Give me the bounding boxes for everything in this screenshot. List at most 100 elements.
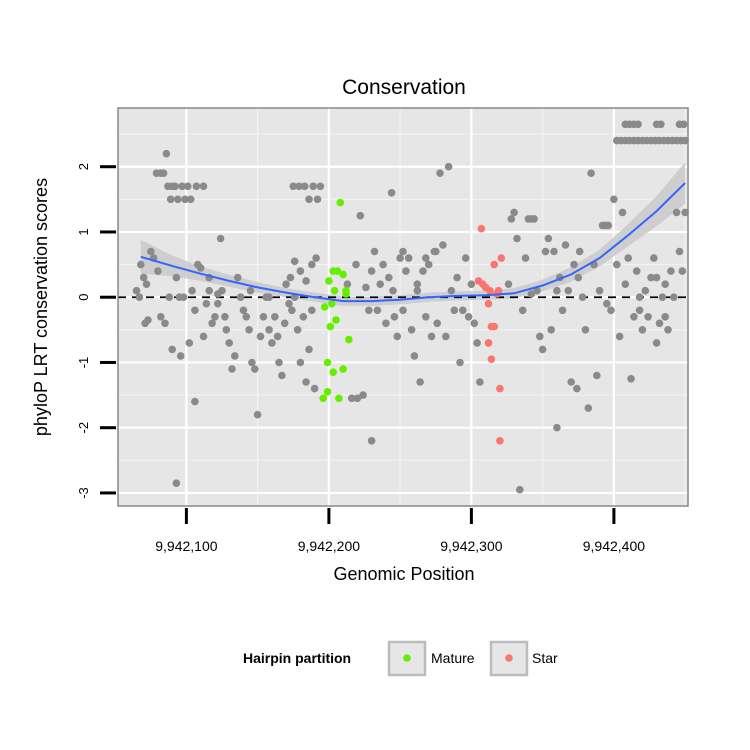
- point-other-148: [530, 215, 538, 223]
- point-other-4: [144, 316, 152, 324]
- point-other-175: [607, 307, 615, 315]
- point-other-145: [522, 254, 530, 262]
- point-other-126: [453, 274, 461, 282]
- point-other-153: [545, 235, 553, 243]
- point-mature-7: [328, 300, 336, 308]
- point-other-34: [197, 264, 205, 272]
- point-other-92: [312, 254, 320, 262]
- point-other-99: [376, 280, 384, 288]
- point-other-91: [308, 261, 316, 269]
- point-other-20: [193, 183, 201, 191]
- point-other-64: [278, 372, 286, 380]
- y-axis-ticks: -3 -2 -1 0 1 2: [76, 163, 116, 499]
- y-tick-label-0: -3: [76, 487, 91, 499]
- point-other-9: [160, 169, 168, 177]
- point-other-65: [281, 320, 289, 328]
- point-other-103: [388, 189, 396, 197]
- point-other-61: [271, 313, 279, 321]
- point-other-168: [587, 169, 595, 177]
- point-other-158: [559, 307, 567, 315]
- point-other-131: [468, 280, 476, 288]
- point-other-1: [137, 261, 145, 269]
- point-other-197: [670, 293, 678, 301]
- y-tick-label-3: 0: [76, 294, 91, 301]
- point-other-163: [573, 385, 581, 393]
- point-mature-9: [327, 323, 335, 331]
- point-other-164: [576, 248, 584, 256]
- point-other-124: [448, 287, 456, 295]
- point-other-239: [432, 248, 440, 256]
- point-other-178: [616, 333, 624, 341]
- point-other-24: [161, 320, 169, 328]
- point-mature-4: [339, 271, 347, 279]
- point-other-192: [656, 320, 664, 328]
- point-other-106: [396, 254, 404, 262]
- x-axis-ticks: 9,942,100 9,942,200 9,942,300 9,942,400: [155, 508, 645, 554]
- legend-item-mature: Mature: [389, 642, 475, 675]
- point-other-74: [305, 346, 313, 354]
- point-other-176: [610, 196, 618, 204]
- point-other-129: [462, 254, 470, 262]
- point-other-237: [414, 280, 422, 288]
- point-other-199: [676, 248, 684, 256]
- point-other-243: [603, 300, 611, 308]
- point-other-94: [362, 284, 370, 292]
- point-other-133: [473, 339, 481, 347]
- point-other-104: [391, 313, 399, 321]
- point-mature-2: [337, 199, 345, 207]
- point-other-234: [352, 261, 360, 269]
- point-other-191: [653, 339, 661, 347]
- x-tick-label-0: 9,942,100: [155, 538, 217, 554]
- point-other-57: [260, 313, 268, 321]
- point-other-231: [247, 287, 255, 295]
- point-other-89: [297, 267, 305, 275]
- x-tick-label-3: 9,942,400: [583, 538, 645, 554]
- point-other-130: [465, 313, 473, 321]
- point-other-116: [425, 261, 433, 269]
- point-other-229: [176, 293, 184, 301]
- point-mature-12: [329, 368, 337, 376]
- point-other-119: [433, 320, 441, 328]
- point-other-101: [382, 320, 390, 328]
- point-other-102: [385, 274, 393, 282]
- point-other-137: [359, 391, 367, 399]
- point-other-193: [659, 293, 667, 301]
- point-other-52: [245, 326, 253, 334]
- point-star-11: [488, 355, 496, 363]
- point-other-39: [211, 313, 219, 321]
- legend-label-star: Star: [532, 650, 558, 666]
- point-other-22: [154, 267, 162, 275]
- point-other-67: [285, 300, 293, 308]
- point-mature-10: [321, 303, 329, 311]
- point-other-166: [582, 326, 590, 334]
- point-other-144: [519, 307, 527, 315]
- point-other-185: [636, 293, 644, 301]
- point-other-109: [405, 254, 413, 262]
- point-star-10: [485, 339, 493, 347]
- point-other-226: [680, 121, 688, 129]
- point-other-62: [274, 333, 282, 341]
- point-other-70: [294, 326, 302, 334]
- point-other-132: [471, 320, 479, 328]
- point-other-18: [184, 183, 192, 191]
- point-star-7: [485, 300, 493, 308]
- point-other-238: [422, 254, 430, 262]
- point-other-40: [214, 300, 222, 308]
- point-other-235: [389, 287, 397, 295]
- point-other-123: [445, 163, 453, 171]
- point-star-12: [496, 385, 504, 393]
- point-other-66: [282, 280, 290, 288]
- x-axis-label: Genomic Position: [333, 564, 474, 584]
- point-other-28: [177, 352, 185, 360]
- point-other-55: [254, 411, 262, 419]
- point-other-85: [314, 196, 322, 204]
- point-other-113: [416, 378, 424, 386]
- point-other-177: [613, 261, 621, 269]
- point-other-159: [562, 241, 570, 249]
- point-other-30: [186, 339, 194, 347]
- x-tick-label-2: 9,942,300: [440, 538, 502, 554]
- point-other-19: [187, 196, 195, 204]
- point-other-233: [344, 280, 352, 288]
- point-other-21: [200, 183, 208, 191]
- point-other-51: [243, 313, 251, 321]
